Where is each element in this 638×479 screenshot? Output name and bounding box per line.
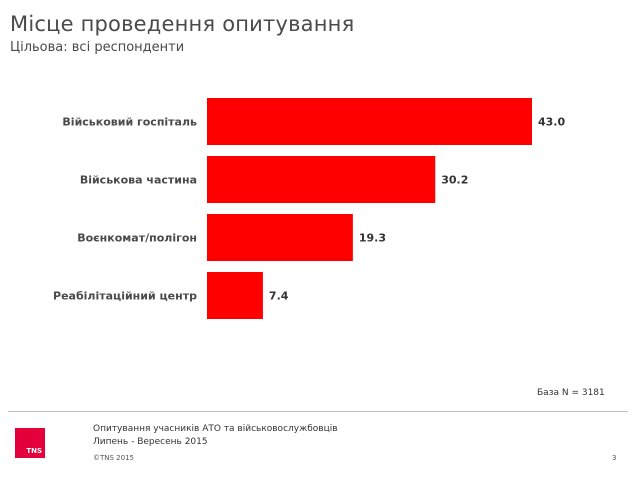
category-label-0: Військовий госпіталь bbox=[62, 116, 197, 129]
value-label-1: 30.2 bbox=[441, 174, 468, 187]
value-label-2: 19.3 bbox=[359, 232, 386, 245]
footer-copyright: ©TNS 2015 bbox=[93, 454, 134, 462]
logo-text: TNS bbox=[26, 447, 42, 455]
page-title: Місце проведення опитування bbox=[10, 12, 355, 36]
footer-divider bbox=[8, 411, 628, 412]
bar-chart: Військовий госпіталь 43.0 Військова частин… bbox=[53, 98, 565, 319]
page-subtitle: Цільова: всі респонденти bbox=[10, 40, 185, 55]
bar-3 bbox=[207, 272, 263, 319]
bar-1 bbox=[207, 156, 436, 203]
bar-0 bbox=[207, 98, 532, 145]
category-label-1: Військова частина bbox=[80, 174, 197, 187]
value-label-0: 43.0 bbox=[538, 116, 565, 129]
tns-logo: TNS bbox=[15, 428, 45, 458]
bar-2 bbox=[207, 214, 353, 261]
category-label-3: Реабілітаційний центр bbox=[53, 290, 197, 303]
category-label-2: Воєнкомат/полігон bbox=[77, 232, 197, 245]
footer-period: Липень - Вересень 2015 bbox=[93, 437, 208, 447]
base-note: База N = 3181 bbox=[537, 388, 605, 398]
value-label-3: 7.4 bbox=[269, 290, 289, 303]
footer-survey: Опитування учасників АТО та військовослу… bbox=[93, 424, 338, 434]
page-number: 3 bbox=[612, 454, 617, 462]
